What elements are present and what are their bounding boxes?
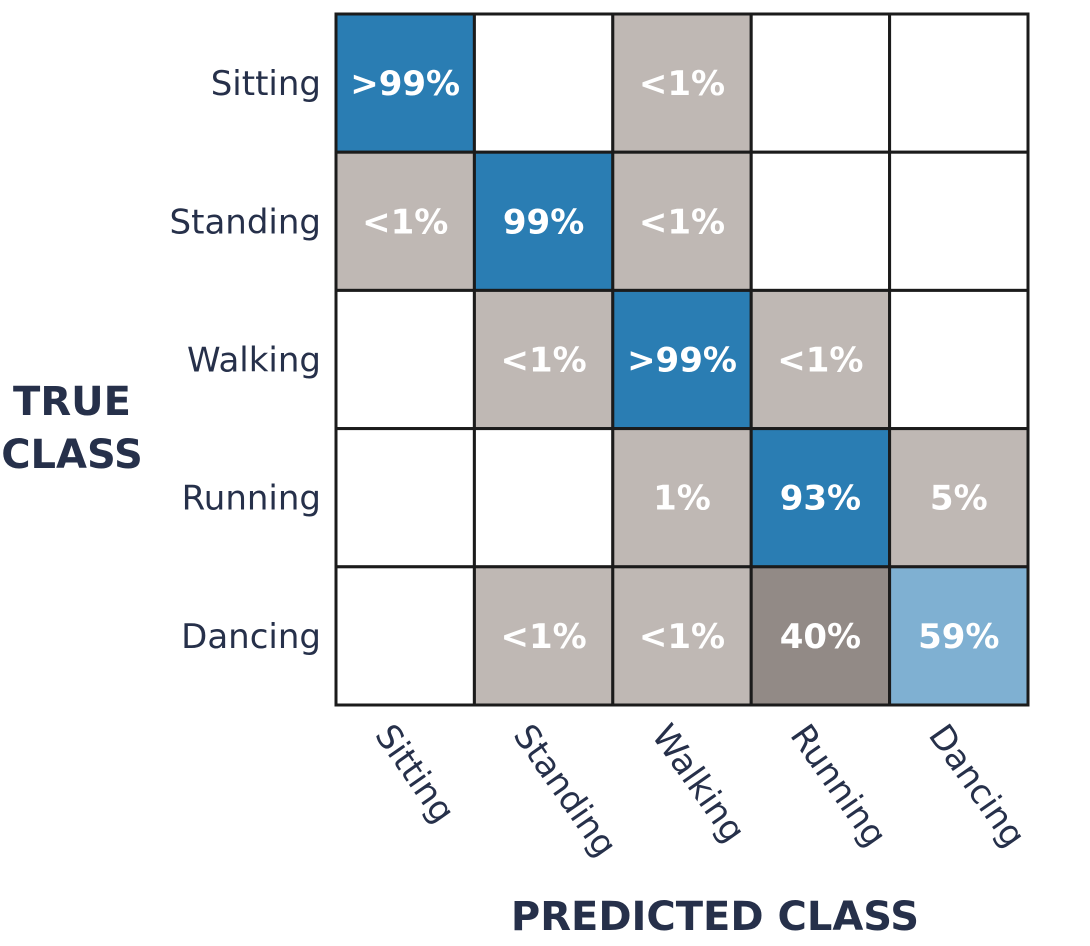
column-label-dancing: Dancing	[920, 717, 1033, 854]
column-label-standing: Standing	[505, 717, 625, 864]
column-label-sitting: Sitting	[367, 717, 463, 830]
cell-value-walking-running: <1%	[777, 341, 863, 381]
y-axis-title-line-2: CLASS	[1, 432, 143, 478]
x-axis-title: PREDICTED CLASS	[511, 894, 919, 940]
matrix-cells: >99% <1% <1% 99% <1% <1% >99% <1% 1% 93% 5% <1% <1% 4…	[334, 12, 1030, 707]
y-axis-title-line-1: TRUE	[13, 379, 131, 425]
column-label-walking: Walking	[643, 717, 753, 850]
cell-value-running-walking: 1%	[653, 479, 711, 519]
cell-dancing-sitting	[334, 565, 476, 707]
row-label-standing: Standing	[170, 202, 321, 242]
cell-value-sitting-sitting: >99%	[350, 64, 460, 104]
row-label-running: Running	[182, 479, 321, 519]
cell-standing-dancing	[888, 150, 1030, 292]
row-label-sitting: Sitting	[211, 64, 321, 104]
cell-value-standing-sitting: <1%	[362, 202, 448, 242]
cell-value-standing-walking: <1%	[639, 202, 725, 242]
cell-value-dancing-running: 40%	[780, 617, 861, 657]
cell-value-standing-standing: 99%	[503, 202, 584, 242]
cell-value-running-dancing: 5%	[930, 479, 988, 519]
row-label-dancing: Dancing	[181, 617, 321, 657]
cell-sitting-running	[749, 12, 892, 154]
cell-value-sitting-walking: <1%	[639, 64, 725, 104]
true-class-labels: Sitting Standing Walking Running Dancing	[170, 64, 321, 657]
column-label-running: Running	[782, 717, 895, 854]
cell-value-walking-standing: <1%	[500, 341, 586, 381]
cell-running-running	[749, 427, 892, 569]
cell-standing-sitting	[334, 150, 476, 292]
cell-sitting-dancing	[888, 12, 1030, 154]
cell-running-dancing	[888, 427, 1030, 569]
cell-sitting-sitting	[334, 12, 476, 154]
cell-standing-running	[749, 150, 892, 292]
cell-sitting-standing	[472, 12, 615, 154]
cell-value-walking-walking: >99%	[627, 341, 737, 381]
cell-dancing-dancing	[888, 565, 1030, 707]
cell-walking-standing	[472, 288, 615, 431]
cell-value-dancing-standing: <1%	[500, 617, 586, 657]
cell-running-standing	[472, 427, 615, 569]
cell-value-running-running: 93%	[780, 479, 861, 519]
cell-value-dancing-walking: <1%	[639, 617, 725, 657]
cell-sitting-walking	[611, 12, 753, 154]
cell-dancing-running	[749, 565, 892, 707]
cell-walking-running	[749, 288, 892, 431]
cell-dancing-walking	[611, 565, 753, 707]
row-label-walking: Walking	[187, 341, 321, 381]
cell-value-dancing-dancing: 59%	[918, 617, 999, 657]
cell-dancing-standing	[472, 565, 615, 707]
cell-running-sitting	[334, 427, 476, 569]
predicted-class-labels: Sitting Standing Walking Running Dancing	[367, 717, 1034, 864]
cell-walking-dancing	[888, 288, 1030, 431]
cell-walking-sitting	[334, 288, 476, 431]
